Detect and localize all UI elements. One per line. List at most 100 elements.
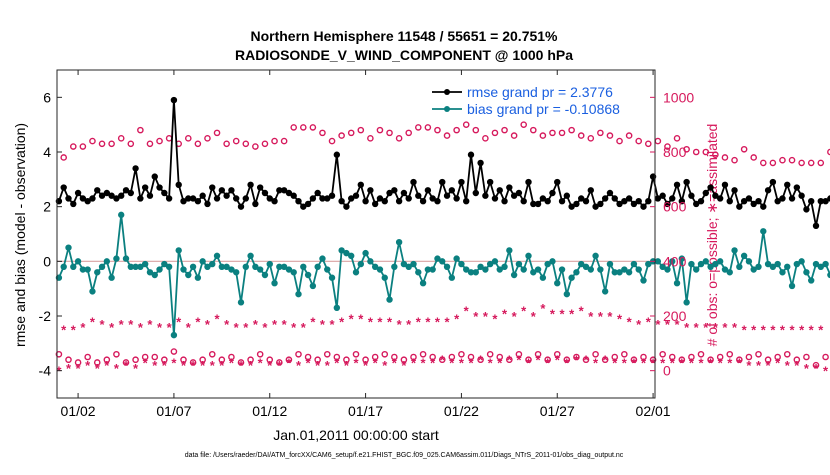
bias-point (204, 263, 211, 270)
assimilated-obs-marker: * (679, 355, 685, 370)
rmse-point (386, 189, 393, 197)
rmse-point (616, 200, 623, 208)
assimilated-obs-marker: * (397, 317, 403, 332)
assimilated-obs-marker: * (665, 317, 671, 332)
bias-point (266, 260, 273, 268)
bias-point (194, 274, 202, 281)
rmse-point (520, 198, 527, 205)
possible-obs-marker (443, 132, 451, 139)
rmse-point (151, 173, 158, 180)
assimilated-obs-marker: * (176, 314, 182, 329)
y-axis-right-label: # of obs: o=possible; ∗=assimilated (704, 124, 720, 347)
assimilated-obs-marker: * (123, 358, 129, 373)
possible-obs-marker (410, 353, 417, 361)
rmse-point (127, 189, 134, 197)
rmse-point (712, 192, 719, 199)
possible-obs-marker (592, 350, 599, 358)
rmse-point (798, 192, 805, 199)
possible-obs-marker (534, 350, 542, 358)
bias-point (554, 280, 561, 287)
assimilated-obs-marker: * (492, 312, 498, 327)
bias-point (381, 274, 388, 281)
bias-point (731, 247, 738, 254)
assimilated-obs-marker: * (468, 355, 474, 370)
rmse-point (716, 195, 724, 202)
possible-obs-marker (563, 356, 571, 364)
rmse-point (65, 195, 72, 202)
bias-point (448, 274, 456, 281)
bias-point (673, 280, 681, 287)
possible-obs-marker (577, 132, 585, 139)
rmse-point (228, 187, 235, 194)
assimilated-obs-marker: * (358, 312, 364, 327)
bias-point (189, 263, 197, 270)
possible-obs-marker (678, 356, 686, 364)
possible-obs-marker (295, 350, 302, 358)
possible-obs-marker (621, 350, 628, 358)
bias-point (113, 255, 120, 262)
assimilated-obs-marker: * (272, 317, 278, 332)
rmse-point (439, 178, 446, 186)
bias-point (247, 252, 254, 260)
y-right-tick-label: 200 (663, 308, 687, 324)
assimilated-obs-marker: * (440, 353, 446, 368)
assimilated-obs-marker: * (598, 309, 604, 324)
rmse-point (180, 198, 187, 205)
rmse-point (573, 200, 580, 208)
assimilated-obs-marker: * (818, 323, 824, 338)
bias-point (798, 258, 805, 265)
possible-obs-marker (731, 156, 738, 164)
bias-point (707, 263, 714, 270)
bias-point (482, 266, 489, 273)
bias-point (764, 260, 772, 268)
rmse-point (491, 195, 499, 202)
bias-point (223, 263, 230, 270)
rmse-point (362, 198, 369, 205)
possible-obs-marker (491, 129, 499, 137)
rmse-point (309, 195, 317, 202)
assimilated-obs-marker: * (138, 320, 144, 335)
assimilated-obs-marker: * (607, 309, 613, 324)
assimilated-obs-marker: * (421, 355, 427, 370)
assimilated-obs-marker: * (191, 358, 197, 373)
rmse-point (132, 165, 139, 172)
rmse-point (204, 200, 211, 208)
rmse-point (592, 203, 599, 210)
bias-point (415, 269, 422, 276)
rmse-point (659, 192, 666, 199)
assimilated-obs-marker: * (694, 320, 700, 335)
possible-obs-marker (69, 143, 77, 150)
assimilated-obs-marker: * (627, 314, 633, 329)
rmse-point (458, 178, 465, 186)
bias-point (261, 271, 269, 279)
bias-point (779, 269, 786, 276)
possible-obs-marker (55, 350, 63, 358)
bias-point (443, 263, 451, 270)
assimilated-obs-marker: * (794, 358, 800, 373)
possible-obs-marker (788, 156, 796, 164)
possible-obs-marker (122, 359, 130, 366)
assimilated-obs-marker: * (612, 355, 618, 370)
bias-point (760, 228, 767, 235)
bias-point (812, 260, 820, 268)
possible-obs-marker (137, 126, 144, 134)
assimilated-obs-marker: * (497, 355, 503, 370)
bias-point (386, 296, 393, 303)
assimilated-obs-marker: * (732, 320, 738, 335)
y-left-tick-label: 4 (43, 144, 51, 160)
rmse-point (808, 198, 815, 205)
rmse-point (419, 198, 427, 205)
rmse-point (568, 203, 575, 210)
rmse-point (745, 195, 753, 202)
assimilated-obs-marker: * (488, 355, 494, 370)
assimilated-obs-marker: * (655, 317, 661, 332)
rmse-point (812, 222, 820, 230)
rmse-point (750, 200, 757, 208)
assimilated-obs-marker: * (425, 314, 431, 329)
assimilated-obs-marker: * (363, 358, 369, 373)
bias-point (592, 252, 599, 260)
rmse-point (558, 198, 566, 205)
bias-point (367, 258, 374, 265)
bias-point (434, 255, 441, 262)
rmse-point (539, 195, 547, 202)
